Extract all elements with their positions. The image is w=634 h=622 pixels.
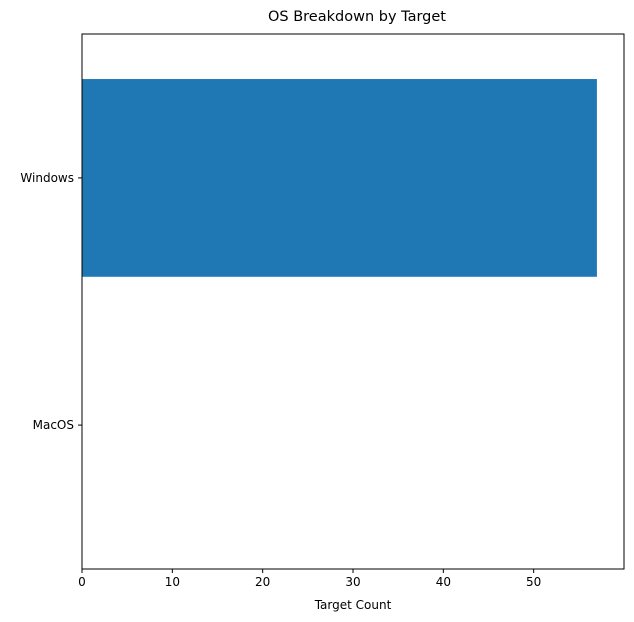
y-tick-label-windows: Windows — [20, 171, 74, 185]
x-tick-label-40: 40 — [436, 575, 451, 589]
x-axis-label: Target Count — [314, 598, 392, 612]
bar-windows — [82, 79, 597, 277]
chart-title: OS Breakdown by Target — [268, 9, 446, 25]
x-tick-label-50: 50 — [526, 575, 541, 589]
y-tick-label-macos: MacOS — [33, 418, 74, 432]
x-tick-label-10: 10 — [165, 575, 180, 589]
x-axis-ticks: 0 10 20 30 40 50 — [78, 569, 541, 589]
plot-area — [81, 33, 625, 570]
x-tick-label-30: 30 — [345, 575, 360, 589]
x-tick-label-0: 0 — [78, 575, 86, 589]
bars-group — [82, 79, 597, 277]
x-tick-label-20: 20 — [255, 575, 270, 589]
y-axis-ticks: Windows MacOS — [20, 171, 82, 432]
